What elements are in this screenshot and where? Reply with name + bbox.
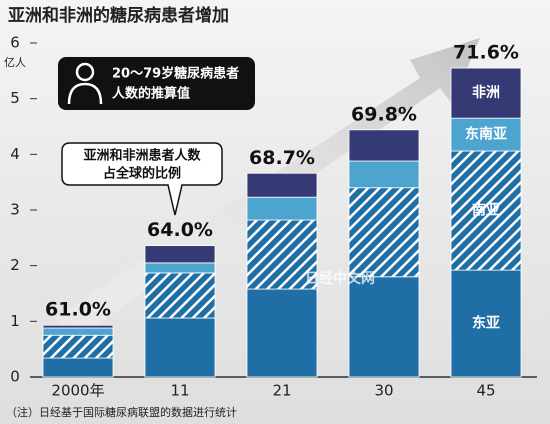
series-label: 南亚 [472,202,500,219]
share-label: 61.0% [45,299,111,321]
bar-segment [450,150,522,271]
bar-segment [42,324,114,329]
x-tick-label: 45 [476,382,495,400]
bar-segment [348,187,420,278]
share-label: 68.7% [249,147,315,169]
share-label: 71.6% [453,42,519,64]
callout: 亚洲和非洲患者人数 [83,148,201,164]
x-tick-label: 2000年 [51,382,104,400]
bar-segment [348,276,420,378]
bar-segment [348,160,420,189]
x-tick-label: 11 [170,382,189,400]
bar-segment [42,357,114,378]
person-icon [75,62,95,82]
bar-segment [144,262,216,274]
bar-segment [450,269,522,378]
chart-title: 亚洲和非洲的糖尿病患者增加 [8,5,229,26]
y-tick-label: 0 [10,368,20,386]
callout-box [61,142,223,216]
y-tick-label: 2 [10,256,20,274]
legend-note-box [58,57,255,110]
share-label: 64.0% [147,219,213,241]
bar-segment [246,172,318,198]
x-tick-label: 30 [374,382,393,400]
y-tick-label: 5 [10,89,20,107]
bar-segment [144,245,216,264]
callout: 占全球的比例 [103,166,181,182]
y-unit: 亿人 [4,56,26,69]
share-label: 69.8% [351,103,417,125]
legend-note: 20〜79岁糖尿病患者 [112,66,239,82]
bar-segment [144,272,216,319]
y-tick-label: 4 [10,145,20,163]
bar-segment [42,334,114,359]
plot: 012345661.0%2000年64.0%1168.7%2169.8%30东亚… [10,34,537,400]
series-label: 东亚 [472,315,500,332]
bar-segment [348,129,420,162]
person-icon [67,82,103,105]
legend-note: 人数的推算值 [112,86,190,102]
bar-segment [144,317,216,378]
bar-segment [450,67,522,119]
y-tick-label: 3 [10,201,20,219]
bar-segment [42,327,114,336]
series-label: 东南亚 [465,126,507,143]
y-tick-label: 1 [10,312,20,330]
y-tick-label: 6 [10,34,20,52]
watermark: 日经中文网 [305,270,375,287]
x-tick-label: 21 [272,382,291,400]
note: （注）日经基于国际糖尿病联盟的数据进行统计 [6,405,237,419]
bar-segment [246,219,318,290]
bar-segment [246,196,318,221]
bar-segment [246,288,318,378]
series-label: 非洲 [472,84,500,101]
